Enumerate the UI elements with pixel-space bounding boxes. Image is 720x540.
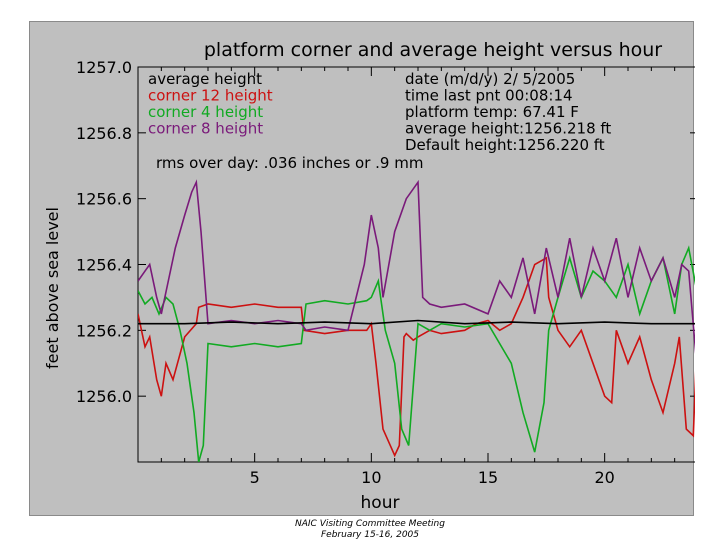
series-line-1 [138, 319, 695, 325]
y-tick-label: 1256.6 [76, 190, 132, 209]
rms-annotation: rms over day: .036 inches or .9 mm [156, 154, 423, 172]
x-tick-label: 20 [594, 468, 614, 487]
y-tick-label: 1256.0 [76, 387, 132, 406]
x-axis-label: hour [361, 493, 400, 513]
series-layer [138, 179, 695, 462]
y-tick-label: 1256.2 [76, 321, 132, 340]
legend-entry: corner 8 height [148, 120, 263, 138]
info-line: platform temp: 67.41 F [405, 103, 579, 121]
series-line-3 [138, 245, 695, 462]
legend-entry: corner 12 height [148, 87, 273, 105]
info-line: time last pnt 00:08:14 [405, 87, 573, 105]
footer-line-2: February 15-16, 2005 [320, 530, 419, 540]
info-line: average height:1256.218 ft [405, 120, 611, 138]
x-tick-label: 10 [361, 468, 381, 487]
legend-entry: corner 4 height [148, 103, 263, 121]
y-axis: 1256.0 1256.2 1256.4 1256.6 1256.8 1257.0 [76, 58, 695, 406]
info-line: Default height:1256.220 ft [405, 136, 605, 154]
height-chart: platform corner and average height versu… [43, 39, 695, 513]
chart-title: platform corner and average height versu… [204, 39, 662, 61]
series-line-4 [138, 179, 695, 355]
x-tick-label: 15 [478, 468, 498, 487]
legend-entry: average height [148, 70, 262, 88]
series-line-2 [138, 256, 695, 458]
x-tick-label: 5 [250, 468, 260, 487]
info-line: date (m/d/y) 2/ 5/2005 [405, 70, 575, 88]
slide-frame: platform corner and average height versu… [29, 21, 695, 516]
footer-line-1: NAIC Visiting Committee Meeting [295, 519, 445, 529]
y-tick-label: 1256.8 [76, 124, 132, 143]
y-tick-label: 1257.0 [76, 58, 132, 77]
y-tick-label: 1256.4 [76, 256, 132, 275]
x-axis: 5 10 15 20 [160, 67, 676, 487]
y-axis-label: feet above sea level [43, 207, 62, 369]
